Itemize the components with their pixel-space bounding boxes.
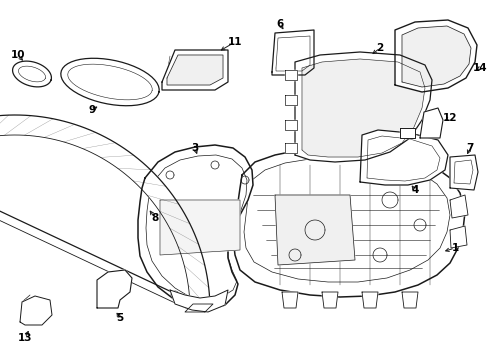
Polygon shape xyxy=(244,157,450,282)
Text: 11: 11 xyxy=(228,37,242,47)
Polygon shape xyxy=(322,292,338,308)
Polygon shape xyxy=(367,136,440,181)
Text: 13: 13 xyxy=(18,333,32,343)
Text: 6: 6 xyxy=(276,19,284,29)
Text: 14: 14 xyxy=(473,63,488,73)
Text: 1: 1 xyxy=(451,243,459,253)
Polygon shape xyxy=(233,148,465,297)
Text: 3: 3 xyxy=(192,143,198,153)
Polygon shape xyxy=(400,128,415,138)
Polygon shape xyxy=(295,52,432,162)
Text: 2: 2 xyxy=(376,43,384,53)
Polygon shape xyxy=(360,130,448,185)
Text: 7: 7 xyxy=(466,143,474,153)
Polygon shape xyxy=(420,108,443,138)
Polygon shape xyxy=(160,200,240,255)
Polygon shape xyxy=(285,120,297,130)
Polygon shape xyxy=(450,195,468,218)
Text: 4: 4 xyxy=(411,185,418,195)
Polygon shape xyxy=(302,59,425,157)
Polygon shape xyxy=(272,30,314,75)
Polygon shape xyxy=(285,143,297,153)
Polygon shape xyxy=(13,61,51,87)
Polygon shape xyxy=(450,155,478,190)
Polygon shape xyxy=(402,292,418,308)
Polygon shape xyxy=(275,195,355,265)
Text: 10: 10 xyxy=(11,50,25,60)
Polygon shape xyxy=(170,290,228,312)
Text: 5: 5 xyxy=(117,313,123,323)
Polygon shape xyxy=(362,292,378,308)
Polygon shape xyxy=(454,160,473,184)
Polygon shape xyxy=(97,270,132,308)
Polygon shape xyxy=(146,155,247,300)
Polygon shape xyxy=(285,95,297,105)
Polygon shape xyxy=(0,115,210,310)
Polygon shape xyxy=(450,226,467,248)
Polygon shape xyxy=(162,50,228,90)
Polygon shape xyxy=(138,145,253,310)
Text: 12: 12 xyxy=(443,113,457,123)
Polygon shape xyxy=(167,55,223,85)
Polygon shape xyxy=(285,70,297,80)
Text: 9: 9 xyxy=(88,105,96,115)
Polygon shape xyxy=(395,20,477,92)
Polygon shape xyxy=(276,36,310,71)
Polygon shape xyxy=(282,292,298,308)
Polygon shape xyxy=(402,26,471,87)
Polygon shape xyxy=(20,296,52,325)
Polygon shape xyxy=(185,304,213,312)
Text: 8: 8 xyxy=(151,213,159,223)
Polygon shape xyxy=(61,58,159,106)
